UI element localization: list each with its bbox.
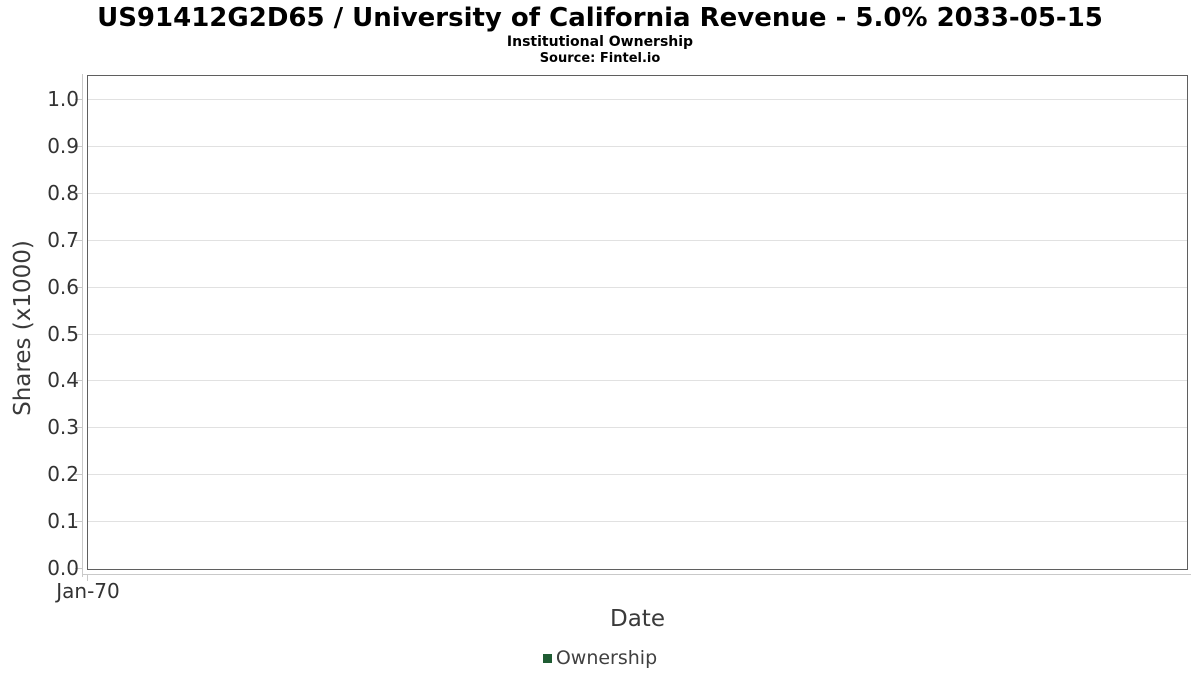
chart-subtitle: Institutional Ownership — [506, 34, 694, 50]
y-tick-mark — [75, 99, 82, 100]
y-axis-line — [82, 74, 83, 577]
y-tick-label: 0.0 — [47, 556, 79, 580]
y-tick-mark — [75, 287, 82, 288]
chart-source-attribution: Source: Fintel.io — [539, 51, 661, 66]
x-tick-mark — [87, 575, 88, 581]
legend-item-ownership[interactable]: Ownership — [542, 647, 658, 669]
y-tick-mark — [75, 474, 82, 475]
gridline — [88, 427, 1187, 428]
x-axis-title: Date — [610, 606, 665, 632]
gridline — [88, 99, 1187, 100]
x-axis-line — [82, 574, 1191, 575]
y-tick-mark — [75, 146, 82, 147]
y-tick-label: 0.4 — [47, 368, 79, 392]
y-tick-mark — [75, 240, 82, 241]
gridline — [88, 474, 1187, 475]
y-tick-label: 0.6 — [47, 275, 79, 299]
gridline — [88, 240, 1187, 241]
y-tick-label: 0.3 — [47, 415, 79, 439]
gridline — [88, 334, 1187, 335]
legend: Ownership — [0, 645, 1200, 671]
y-tick-label: 0.1 — [47, 509, 79, 533]
y-tick-mark — [75, 427, 82, 428]
y-tick-mark — [75, 521, 82, 522]
chart-title: US91412G2D65 / University of California … — [97, 3, 1103, 33]
y-tick-mark — [75, 380, 82, 381]
y-tick-label: 0.8 — [47, 181, 79, 205]
plot-area: Jan-70 0.0 0.1 0.2 0.3 0.4 0.5 0.6 0.7 0.8 0.9 1.0 — [47, 74, 1191, 603]
legend-label: Ownership — [555, 647, 658, 669]
y-tick-mark — [75, 334, 82, 335]
y-tick-label: 0.9 — [47, 134, 79, 158]
y-tick-label: 0.2 — [47, 462, 79, 486]
gridline — [88, 380, 1187, 381]
x-tick-label: Jan-70 — [56, 579, 120, 603]
legend-marker-square-icon — [542, 653, 552, 663]
gridline — [88, 146, 1187, 147]
gridline — [88, 287, 1187, 288]
y-tick-label: 0.7 — [47, 228, 79, 252]
gridline — [88, 193, 1187, 194]
y-tick-label: 1.0 — [47, 87, 79, 111]
y-tick-label: 0.5 — [47, 322, 79, 346]
y-tick-mark — [75, 568, 82, 569]
gridline — [88, 521, 1187, 522]
y-tick-mark — [75, 193, 82, 194]
